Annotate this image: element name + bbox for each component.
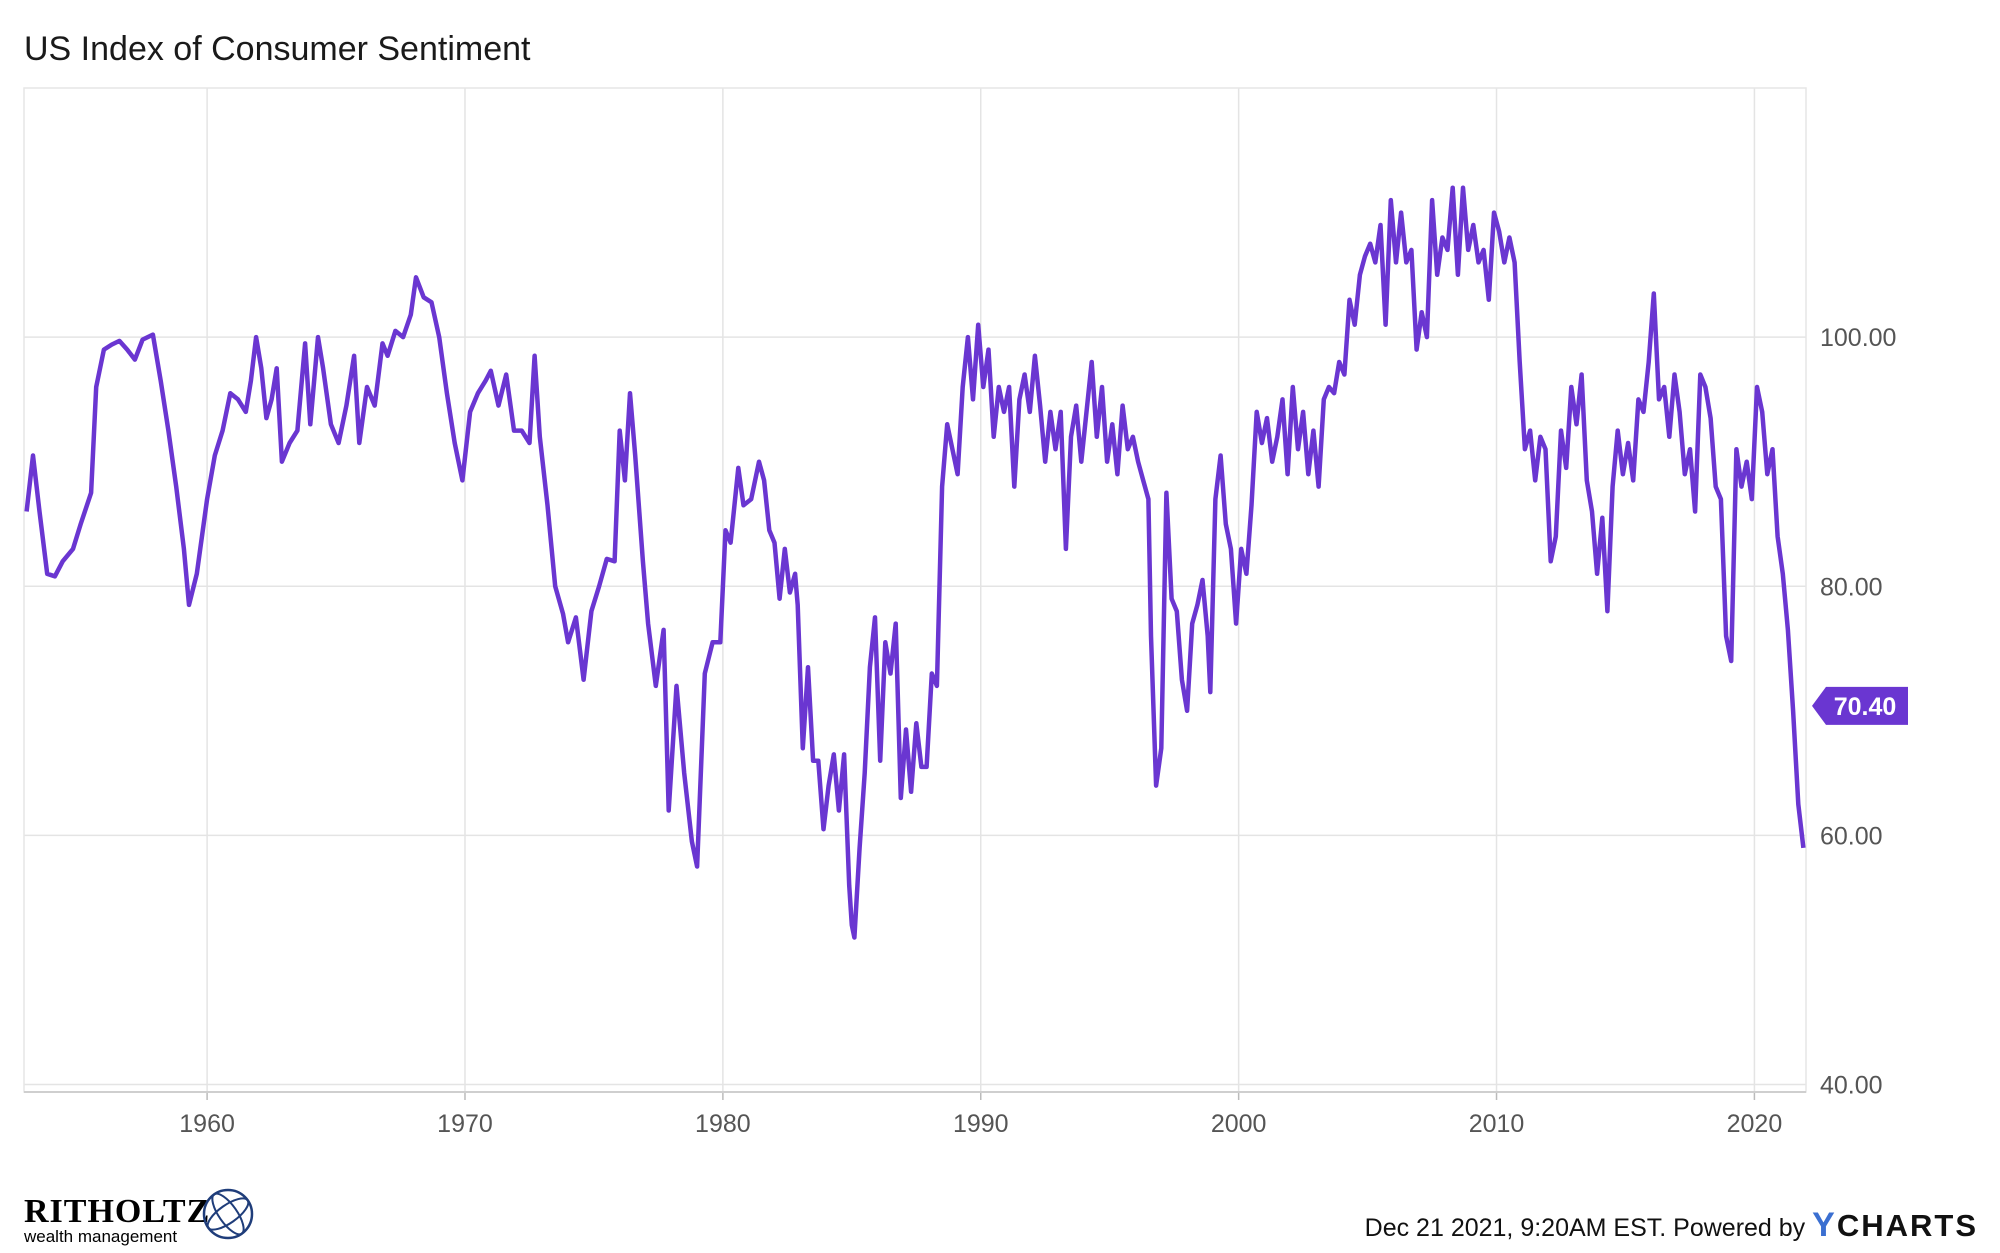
ritholtz-logo-name: RITHOLTZ xyxy=(24,1193,210,1230)
ycharts-logo-text: CHARTS xyxy=(1836,1208,1978,1243)
ritholtz-logo: RITHOLTZ wealth management xyxy=(22,1182,282,1251)
sentiment-line xyxy=(24,185,1806,940)
footer-credit: Dec 21 2021, 9:20AM EST. Powered by YCHA… xyxy=(1365,1206,1978,1245)
x-tick-label: 2010 xyxy=(1469,1110,1525,1138)
y-tick-label: 100.00 xyxy=(1820,324,1896,352)
grid-lines xyxy=(24,88,1806,1092)
ritholtz-logo-subtitle: wealth management xyxy=(23,1227,177,1246)
series-layer xyxy=(24,185,1806,940)
ycharts-logo-y: Y xyxy=(1812,1206,1837,1244)
last-value-marker: 70.40 xyxy=(1812,686,1908,725)
footer-timestamp: Dec 21 2021, 9:20AM EST. Powered by xyxy=(1364,1214,1806,1242)
plot-frame xyxy=(23,87,1807,1093)
x-tick-label: 2020 xyxy=(1727,1110,1783,1138)
y-axis-ticks: 40.00 60.00 80.00 100.00 xyxy=(1820,324,1896,1099)
last-value-badge xyxy=(1812,686,1908,725)
x-tick-label: 1970 xyxy=(437,1110,493,1138)
axes xyxy=(23,87,1807,1100)
y-tick-label: 80.00 xyxy=(1820,573,1883,601)
x-tick-label: 1980 xyxy=(695,1110,751,1138)
globe-icon xyxy=(202,1188,254,1240)
y-tick-label: 60.00 xyxy=(1820,822,1883,850)
ycharts-logo[interactable]: YCHARTS xyxy=(1812,1206,1978,1244)
x-axis-ticks: 1960 1970 1980 1990 2000 2010 2020 xyxy=(179,1110,1782,1138)
chart-title: US Index of Consumer Sentiment xyxy=(24,30,531,68)
x-tick-label: 1960 xyxy=(179,1110,235,1138)
y-tick-label: 40.00 xyxy=(1820,1072,1883,1100)
x-tick-label: 1990 xyxy=(953,1110,1009,1138)
last-value-label: 70.40 xyxy=(1834,693,1897,721)
x-tick-label: 2000 xyxy=(1211,1110,1267,1138)
ritholtz-logo-mark: RITHOLTZ wealth management xyxy=(23,1188,254,1246)
